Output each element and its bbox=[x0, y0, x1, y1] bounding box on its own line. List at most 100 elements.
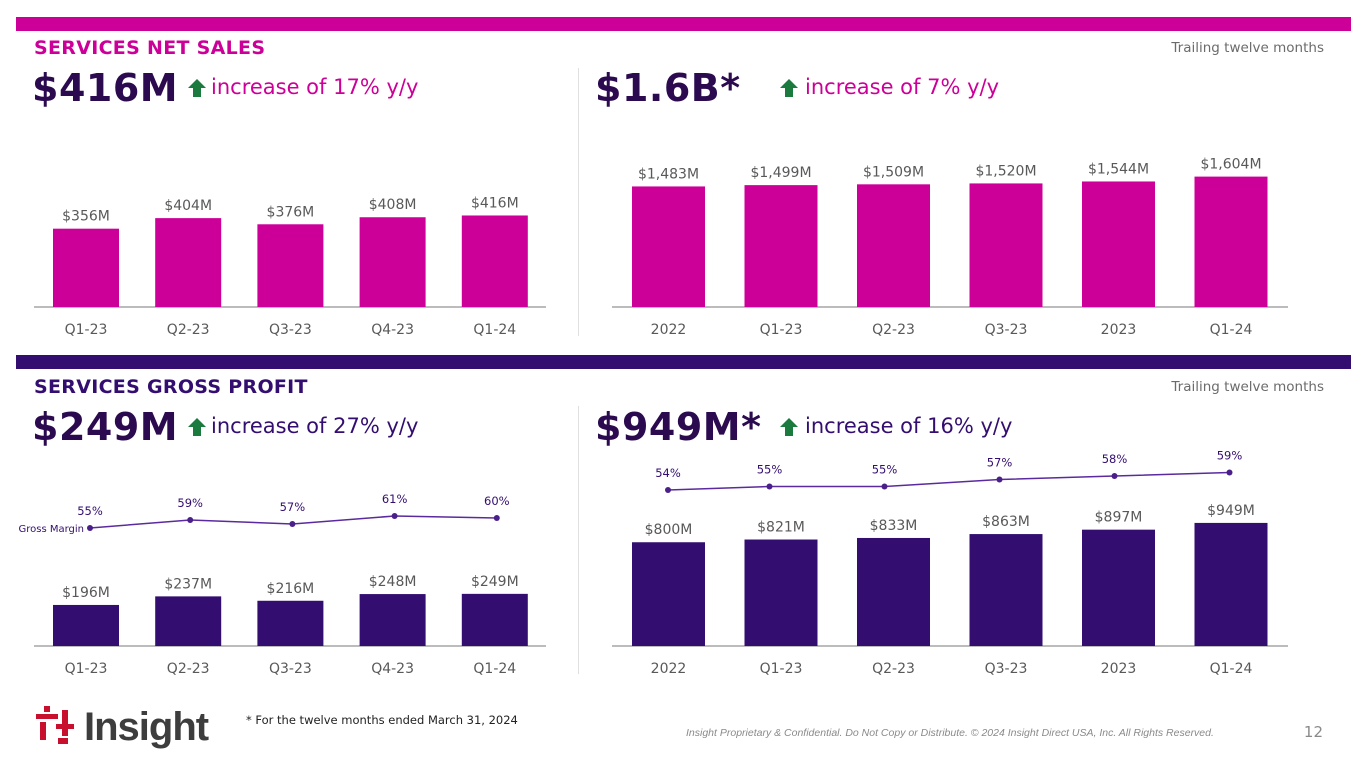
category-tick-label: Q3-23 bbox=[985, 322, 1028, 338]
gross-profit-ttm-label: Trailing twelve months bbox=[1171, 379, 1324, 395]
bar bbox=[257, 224, 324, 307]
bar bbox=[359, 217, 426, 307]
ns-t-chart-group: $1,483M 2022 $1,499M Q1-23 $1,509M Q2-23 $1,52… bbox=[612, 157, 1288, 338]
category-tick-label: Q4-23 bbox=[371, 322, 414, 338]
gross-margin-point bbox=[996, 476, 1003, 483]
bar-value-label: $800M bbox=[645, 522, 693, 538]
gross-margin-label: 55% bbox=[77, 504, 103, 518]
gross-profit-band bbox=[16, 355, 1351, 369]
bar bbox=[969, 183, 1043, 307]
bar bbox=[1194, 176, 1268, 307]
up-arrow-icon bbox=[188, 418, 206, 436]
bar-value-label: $897M bbox=[1095, 510, 1143, 526]
bar-value-label: $1,520M bbox=[975, 163, 1036, 179]
legal-notice: Insight Proprietary & Confidential. Do N… bbox=[686, 727, 1214, 739]
bar-value-label: $863M bbox=[982, 514, 1030, 530]
category-tick-label: 2023 bbox=[1101, 322, 1137, 338]
net-sales-section-title: SERVICES NET SALES bbox=[34, 37, 266, 59]
bar-value-label: $1,544M bbox=[1088, 161, 1149, 177]
bar-value-label: $821M bbox=[757, 520, 805, 536]
insight-logo-mark bbox=[36, 706, 74, 744]
gross-profit-section-title: SERVICES GROSS PROFIT bbox=[34, 376, 308, 398]
category-tick-label: Q1-24 bbox=[473, 322, 516, 338]
bar bbox=[257, 600, 324, 646]
gross-margin-label: 61% bbox=[382, 492, 408, 506]
gross-profit-quarter-value: $249M bbox=[32, 405, 179, 449]
category-tick-label: Q1-24 bbox=[1210, 661, 1253, 677]
bar bbox=[744, 539, 818, 646]
bar bbox=[155, 596, 222, 646]
gross-margin-point bbox=[493, 515, 500, 521]
gross-margin-point bbox=[766, 483, 773, 490]
gross-margin-label: 59% bbox=[177, 496, 203, 510]
gross-margin-label: 57% bbox=[280, 500, 306, 514]
category-tick-label: Q3-23 bbox=[269, 322, 312, 338]
gp-q-chart-group: $196M Q1-23 $237M Q2-23 $216M Q3-23 $248M Q4-23… bbox=[18, 492, 546, 677]
bar bbox=[857, 537, 930, 646]
gross-margin-point bbox=[1226, 469, 1233, 476]
gross-margin-label: 55% bbox=[872, 463, 898, 477]
gross-margin-point bbox=[289, 521, 296, 527]
category-tick-label: Q2-23 bbox=[872, 322, 915, 338]
bar bbox=[632, 542, 705, 646]
bar bbox=[461, 593, 528, 646]
up-arrow-icon bbox=[780, 418, 798, 436]
category-tick-label: 2023 bbox=[1101, 661, 1137, 677]
gross-margin-series-label: Gross Margin bbox=[18, 524, 84, 535]
gross-margin-point bbox=[881, 483, 888, 490]
logo-wordmark: Insight bbox=[84, 705, 209, 749]
bar bbox=[53, 604, 119, 646]
bar bbox=[632, 186, 705, 307]
page-number: 12 bbox=[1303, 723, 1323, 741]
bar-value-label: $376M bbox=[267, 204, 315, 220]
bar-value-label: $1,604M bbox=[1200, 157, 1261, 173]
bar-value-label: $404M bbox=[164, 198, 212, 214]
up-arrow-icon bbox=[188, 79, 206, 97]
bar bbox=[53, 228, 119, 307]
gp-t-chart-group: $800M 2022 $821M Q1-23 $833M Q2-23 $863M Q3-23 $… bbox=[612, 449, 1288, 677]
category-tick-label: Q1-23 bbox=[760, 661, 803, 677]
insight-logo: Insight bbox=[36, 705, 210, 749]
gross-margin-point bbox=[391, 513, 398, 519]
vertical-divider bbox=[578, 68, 579, 336]
bar-value-label: $949M bbox=[1207, 503, 1255, 519]
bar-value-label: $249M bbox=[471, 574, 519, 590]
gross-margin-point bbox=[1111, 473, 1118, 479]
category-tick-label: Q1-24 bbox=[473, 661, 516, 677]
category-tick-label: 2022 bbox=[651, 661, 687, 677]
bar bbox=[155, 218, 222, 307]
bar bbox=[744, 185, 818, 307]
category-tick-label: Q1-24 bbox=[1210, 322, 1253, 338]
bar bbox=[969, 534, 1043, 646]
bar-value-label: $833M bbox=[870, 518, 918, 534]
bar-value-label: $416M bbox=[471, 195, 519, 211]
bar bbox=[1082, 181, 1155, 307]
bar-value-label: $237M bbox=[164, 576, 212, 592]
category-tick-label: Q2-23 bbox=[167, 322, 210, 338]
category-tick-label: Q3-23 bbox=[269, 661, 312, 677]
category-tick-label: Q4-23 bbox=[371, 661, 414, 677]
gross-margin-label: 54% bbox=[655, 466, 681, 480]
gross-margin-label: 58% bbox=[1102, 452, 1128, 466]
gross-margin-label: 59% bbox=[1217, 449, 1243, 463]
category-tick-label: Q3-23 bbox=[985, 661, 1028, 677]
bar-value-label: $248M bbox=[369, 574, 417, 590]
category-tick-label: Q1-23 bbox=[65, 322, 108, 338]
gross-margin-label: 60% bbox=[484, 494, 510, 508]
net-sales-ttm-label: Trailing twelve months bbox=[1171, 40, 1324, 56]
category-tick-label: Q2-23 bbox=[167, 661, 210, 677]
gross-margin-line bbox=[667, 471, 1230, 491]
bar-value-label: $1,499M bbox=[750, 165, 811, 181]
category-tick-label: Q2-23 bbox=[872, 661, 915, 677]
bar-value-label: $1,483M bbox=[638, 166, 699, 182]
net-sales-ttm-value: $1.6B* bbox=[595, 66, 741, 110]
bar bbox=[857, 184, 930, 307]
category-tick-label: 2022 bbox=[651, 322, 687, 338]
ns-q-chart-group: $356M Q1-23 $404M Q2-23 $376M Q3-23 $408M Q4-23… bbox=[34, 195, 546, 338]
bar bbox=[1082, 529, 1155, 646]
bar bbox=[359, 594, 426, 646]
bar-value-label: $1,509M bbox=[863, 164, 924, 180]
gross-margin-point bbox=[665, 487, 671, 493]
vertical-divider bbox=[578, 406, 579, 674]
